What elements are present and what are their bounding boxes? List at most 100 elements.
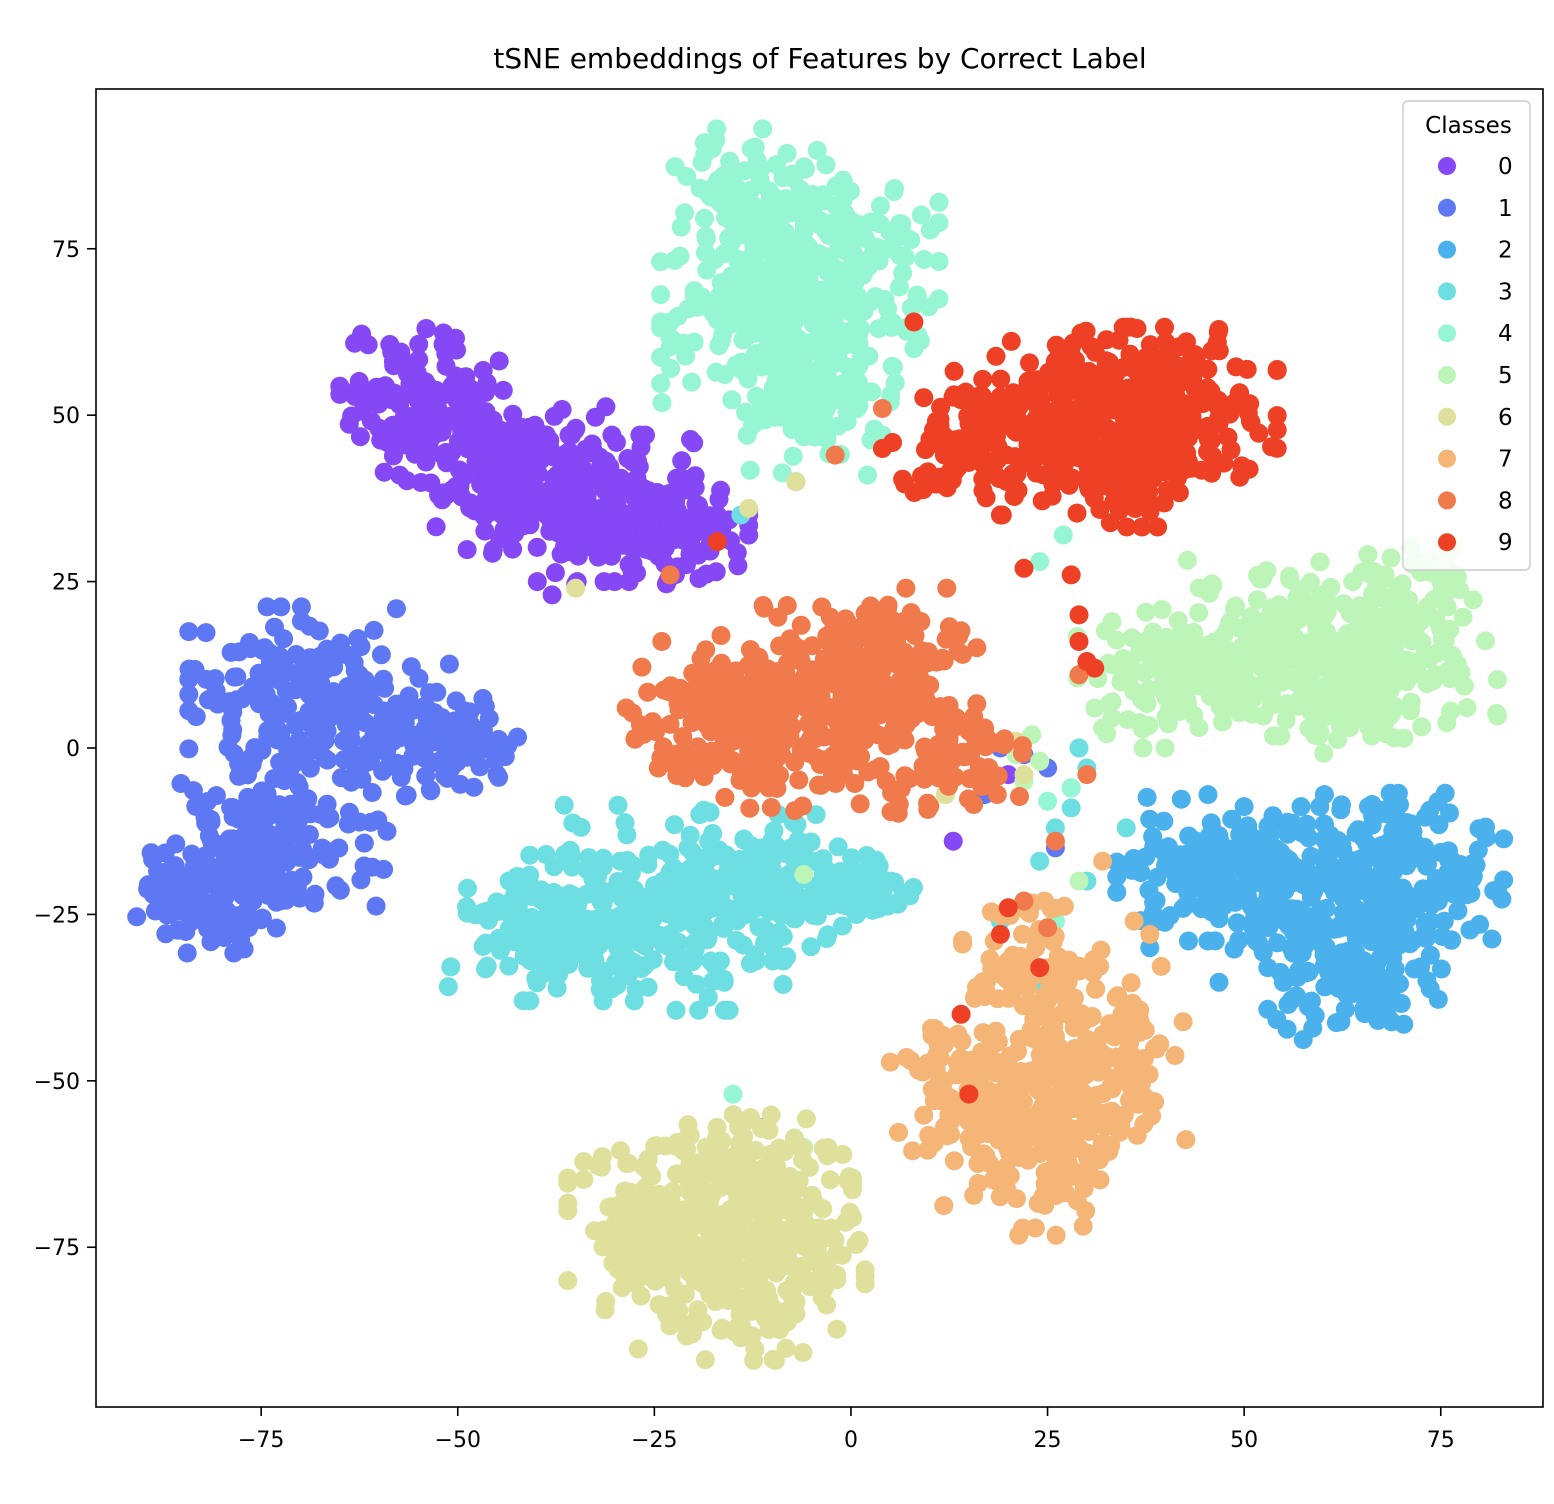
point-class-6	[827, 1319, 847, 1339]
point-class-6	[680, 1169, 700, 1189]
point-class-5	[1350, 596, 1369, 616]
point-class-5	[1487, 704, 1507, 723]
point-class-2	[1440, 803, 1459, 823]
point-class-2	[1198, 785, 1218, 805]
point-class-5	[1381, 548, 1401, 568]
point-class-8	[843, 641, 863, 661]
point-class-2	[1482, 929, 1502, 949]
point-class-1	[268, 868, 287, 887]
point-class-7	[927, 1045, 947, 1065]
point-class-8	[708, 717, 728, 737]
point-class-5	[1328, 730, 1348, 749]
point-class-2	[1422, 895, 1441, 915]
point-class-8	[918, 793, 938, 813]
point-class-1	[293, 867, 313, 887]
point-class-5	[1134, 663, 1154, 683]
point-class-7	[944, 1151, 964, 1171]
point-class-6	[766, 1231, 786, 1251]
point-class-1	[171, 893, 191, 913]
point-class-8	[797, 698, 817, 718]
point-class-7	[1054, 1132, 1074, 1152]
point-class-0	[422, 397, 442, 417]
point-class-4	[788, 328, 808, 348]
point-class-3	[457, 903, 477, 923]
point-class-8	[850, 794, 870, 814]
point-class-3	[487, 892, 507, 912]
point-class-8	[737, 749, 757, 769]
point-class-5	[1201, 647, 1221, 667]
point-class-0	[659, 484, 679, 504]
point-class-7	[980, 1050, 1000, 1070]
point-class-1	[166, 834, 186, 854]
point-class-2	[1379, 832, 1399, 851]
point-class-6	[1014, 765, 1034, 785]
point-class-1	[336, 683, 356, 703]
chart-title: tSNE embeddings of Features by Correct L…	[493, 42, 1146, 75]
series-1	[127, 597, 1065, 963]
point-class-4	[750, 170, 770, 190]
point-class-4	[652, 393, 672, 413]
point-class-0	[542, 585, 562, 605]
point-class-1	[495, 747, 515, 767]
point-class-8	[810, 755, 830, 774]
point-class-5	[1102, 612, 1122, 632]
point-class-6	[786, 472, 806, 492]
point-class-8	[698, 758, 718, 778]
point-class-1	[274, 629, 294, 649]
point-class-5	[1453, 607, 1473, 627]
point-class-4	[705, 250, 725, 270]
point-class-4	[850, 319, 870, 339]
point-class-5	[1301, 572, 1320, 592]
point-class-5	[1373, 641, 1393, 661]
point-class-4	[829, 350, 848, 369]
point-class-5	[1437, 713, 1457, 733]
point-class-4	[677, 167, 697, 186]
point-class-3	[599, 913, 619, 933]
point-class-3	[520, 845, 540, 865]
point-class-0	[739, 525, 759, 545]
point-class-6	[734, 1127, 754, 1146]
point-class-1	[271, 597, 291, 617]
point-class-3	[580, 957, 600, 977]
point-class-6	[825, 1230, 845, 1250]
point-class-1	[145, 901, 165, 921]
point-class-6	[707, 1128, 727, 1148]
point-class-8	[846, 698, 866, 718]
point-class-8	[872, 399, 892, 418]
point-class-3	[441, 957, 461, 977]
point-class-6	[663, 1182, 683, 1201]
point-class-3	[631, 933, 651, 953]
point-class-7	[968, 1154, 988, 1173]
point-class-8	[987, 785, 1007, 804]
point-class-1	[309, 704, 329, 724]
point-class-8	[829, 633, 849, 653]
point-class-5	[1320, 641, 1340, 661]
point-class-8	[668, 694, 688, 714]
point-class-2	[1357, 834, 1377, 854]
point-class-4	[651, 312, 671, 332]
point-class-2	[1107, 867, 1127, 887]
point-class-0	[416, 374, 436, 393]
point-class-2	[1172, 865, 1192, 885]
point-class-3	[780, 838, 800, 858]
point-class-1	[293, 750, 312, 770]
point-class-7	[1089, 1150, 1109, 1170]
point-class-2	[1224, 939, 1244, 959]
point-class-6	[619, 1153, 638, 1173]
point-class-8	[831, 725, 851, 745]
point-class-4	[929, 192, 949, 212]
point-class-0	[618, 449, 638, 468]
point-class-5	[1487, 670, 1507, 690]
point-class-8	[862, 681, 882, 701]
point-class-8	[1012, 743, 1032, 763]
point-class-3	[846, 905, 866, 924]
point-class-4	[885, 373, 905, 393]
points-layer	[127, 119, 1514, 1370]
point-class-0	[349, 372, 369, 391]
point-class-5	[1335, 702, 1354, 722]
point-class-8	[740, 798, 760, 818]
point-class-1	[383, 731, 403, 751]
point-class-4	[782, 419, 802, 439]
point-class-1	[366, 896, 386, 916]
point-class-5	[1189, 718, 1209, 738]
